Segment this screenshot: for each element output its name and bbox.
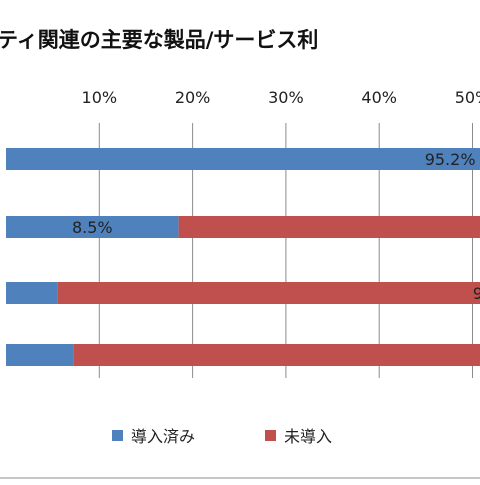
x-tick-label: 30% [268,88,304,107]
legend: 導入済み 未導入 [112,427,332,446]
data-label-not-installed: 94.5% [473,284,480,303]
legend-swatch-installed [112,430,123,441]
bar-installed [6,282,58,304]
data-labels: 95.2%8.5%894.5%92.8% [72,150,480,303]
x-tick-label: 50% [455,88,480,107]
x-tick-label: 40% [361,88,397,107]
data-label-installed: 8.5% [72,218,113,237]
bar-not-installed [178,216,480,238]
chart-title: リティ関連の主要な製品/サービス利 [0,28,318,52]
legend-label-installed: 導入済み [131,427,195,446]
x-tick-label: 10% [82,88,118,107]
bars [6,148,480,366]
legend-swatch-not-installed [265,430,276,441]
bar-installed [6,216,179,238]
bar-installed [6,148,480,170]
x-tick-label: 20% [175,88,211,107]
data-label-installed: 95.2% [425,150,476,169]
legend-label-not-installed: 未導入 [284,427,332,446]
x-axis-ticks: 10% 20% 30% 40% 50% [82,88,480,107]
bar-not-installed [57,282,480,304]
bar-not-installed [73,344,480,366]
bar-installed [6,344,74,366]
